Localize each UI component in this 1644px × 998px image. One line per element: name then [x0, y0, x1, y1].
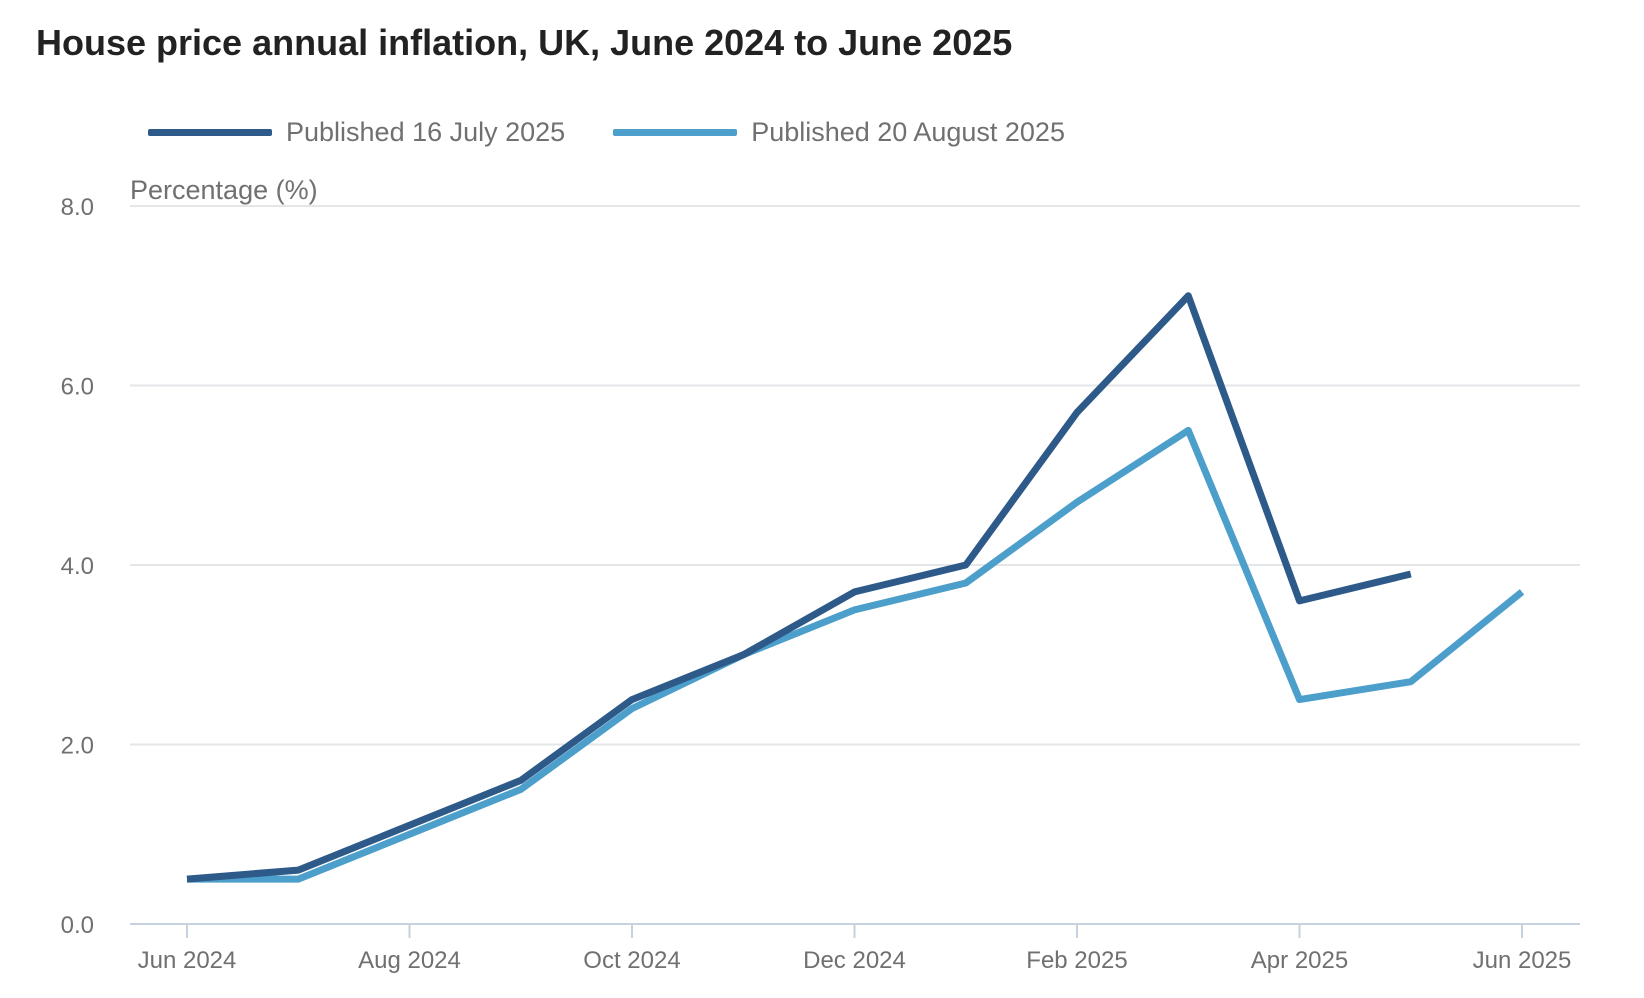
x-tick-label: Aug 2024	[358, 947, 461, 974]
x-tick-label: Jun 2024	[138, 947, 237, 974]
x-tick-label: Oct 2024	[583, 947, 680, 974]
legend-label-published-20-august: Published 20 August 2025	[751, 116, 1065, 147]
legend-label-published-16-july: Published 16 July 2025	[286, 116, 566, 147]
y-tick-label: 6.0	[61, 374, 94, 401]
chart-title: House price annual inflation, UK, June 2…	[36, 22, 1013, 63]
legend-item-published-16-july[interactable]: Published 16 July 2025	[148, 117, 565, 148]
series-line-published-16-july[interactable]	[186, 292, 1412, 883]
x-tick-label: Jun 2025	[1473, 947, 1572, 974]
y-tick-label: 4.0	[61, 553, 94, 580]
series-lines	[186, 292, 1525, 883]
x-tick-label: Dec 2024	[803, 947, 906, 974]
y-axis-title: Percentage (%)	[130, 175, 318, 205]
chart-legend: Published 16 July 2025 Published 20 Augu…	[148, 112, 1065, 152]
x-tick-label: Feb 2025	[1026, 947, 1127, 974]
y-tick-label: 2.0	[61, 733, 94, 760]
series-line-published-20-august[interactable]	[187, 426, 1525, 883]
legend-item-published-20-august[interactable]: Published 20 August 2025	[613, 117, 1065, 148]
y-tick-label: 8.0	[61, 194, 94, 221]
legend-swatch-published-16-july	[148, 128, 272, 136]
y-tick-label: 0.0	[61, 912, 94, 939]
x-tick-label: Apr 2025	[1251, 947, 1348, 974]
gridlines	[130, 205, 1580, 746]
y-axis-ticks: 0.0 2.0 4.0 6.0 8.0	[61, 194, 94, 939]
legend-swatch-published-20-august	[613, 128, 738, 136]
x-axis: Jun 2024 Aug 2024 Oct 2024 Dec 2024 Feb 2025…	[130, 923, 1580, 974]
